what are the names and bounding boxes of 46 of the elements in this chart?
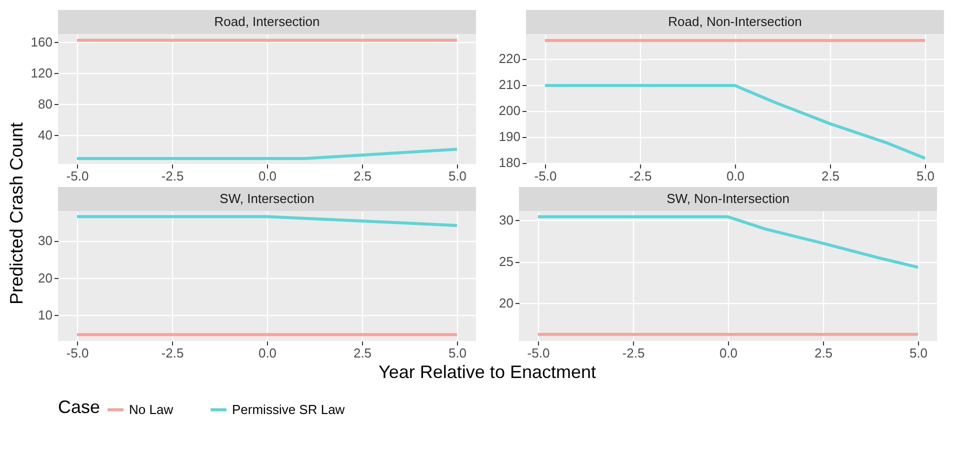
x-tick-label: 2.5	[814, 346, 833, 360]
x-tick-label: -5.0	[66, 168, 89, 184]
x-tick-label: -5.0	[527, 346, 550, 360]
y-tick-label: 25	[499, 254, 514, 270]
y-tick-label: 220	[498, 51, 520, 66]
y-tick-label: 10	[38, 308, 52, 322]
legend-label: No Law	[129, 402, 174, 417]
y-tick-label: 210	[498, 77, 520, 92]
line-series	[544, 84, 926, 160]
y-tick-label: 190	[498, 129, 520, 144]
y-tick-label: 40	[38, 128, 52, 143]
y-tick-label: 20	[499, 295, 514, 310]
x-tick-label: -2.5	[629, 168, 652, 184]
y-tick-label: 80	[38, 96, 52, 112]
y-tick-label: 120	[30, 65, 52, 80]
y-tick-label: 20	[38, 270, 52, 286]
x-tick-label: 0.0	[719, 346, 738, 360]
y-tick-label: 30	[499, 212, 514, 228]
x-tick-label: -2.5	[622, 346, 645, 360]
x-tick-label: 2.5	[353, 346, 372, 360]
y-tick-label: 30	[38, 233, 52, 248]
y-axis-title: Predicted Crash Count	[6, 122, 26, 305]
x-axis-title: Year Relative to Enactment	[378, 362, 596, 382]
x-tick-label: 5.0	[448, 346, 467, 360]
x-tick-label: 0.0	[258, 168, 277, 184]
x-tick-label: 0.0	[726, 168, 745, 184]
y-tick-label: 200	[498, 103, 520, 118]
y-tick-label: 160	[30, 34, 52, 50]
x-tick-label: 0.0	[258, 346, 277, 360]
x-tick-label: -2.5	[161, 168, 184, 184]
x-tick-label: 2.5	[353, 168, 372, 184]
x-tick-label: -2.5	[161, 346, 184, 360]
chart-title: SW, Non-Intersection	[666, 191, 790, 206]
legend-label: Permissive SR Law	[232, 402, 346, 417]
legend-title: Case	[58, 397, 100, 417]
x-tick-label: 5.0	[909, 346, 928, 360]
x-tick-label: -5.0	[534, 168, 557, 184]
x-tick-label: -5.0	[66, 346, 89, 360]
chart-title: Road, Intersection	[214, 14, 320, 29]
line-series	[536, 215, 920, 269]
chart-title: Road, Non-Intersection	[668, 14, 802, 29]
y-tick-label: 180	[498, 155, 520, 170]
x-tick-label: 5.0	[916, 168, 935, 184]
chart-title: SW, Intersection	[220, 191, 314, 206]
x-tick-label: 2.5	[821, 168, 840, 184]
x-tick-label: 5.0	[448, 168, 467, 184]
